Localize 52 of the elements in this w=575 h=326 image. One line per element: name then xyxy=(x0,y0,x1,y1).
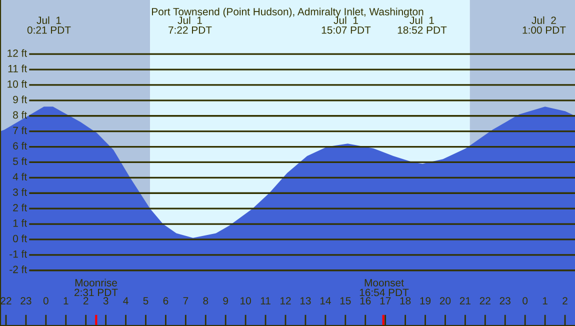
y-tick-label: 1 ft xyxy=(13,219,28,227)
annotation: Jul 2 1:00 PDT xyxy=(522,16,566,34)
x-tick-label: 17 xyxy=(380,297,391,304)
annotation: Jul 1 15:07 PDT xyxy=(322,16,371,34)
y-tick-label: 6 ft xyxy=(13,142,28,150)
x-tick-label: 8 xyxy=(203,297,208,304)
annotation: Moonrise 2:31 PDT xyxy=(74,278,118,296)
x-tick-label: 5 xyxy=(143,297,148,304)
x-tick-label: 13 xyxy=(300,297,311,304)
x-tick-label: 2 xyxy=(83,297,88,304)
y-tick-label: -1 ft xyxy=(10,250,28,258)
y-tick-label: 7 ft xyxy=(13,126,28,134)
y-tick-label: 3 ft xyxy=(13,188,28,196)
text: Port Townsend (Point Hudson), Admiralty Inlet, Washington xyxy=(152,8,424,18)
x-tick-label: 22 xyxy=(0,297,12,304)
x-tick-label: 9 xyxy=(223,297,228,304)
y-tick-label: 9 ft xyxy=(13,96,28,104)
x-tick-label: 20 xyxy=(440,297,451,304)
x-tick-label: 0 xyxy=(43,297,48,304)
y-tick-label: 12 ft xyxy=(8,49,28,57)
x-tick-label: 12 xyxy=(280,297,291,304)
x-tick-label: 21 xyxy=(460,297,470,304)
y-tick-label: 8 ft xyxy=(13,111,28,119)
annotation: Moonset 16:54 PDT xyxy=(360,279,409,296)
x-tick-label: 3 xyxy=(103,297,108,304)
x-tick-label: 0 xyxy=(522,297,528,304)
x-tick-label: 23 xyxy=(20,297,32,304)
x-tick-label: 16 xyxy=(360,297,371,304)
y-tick-label: 5 ft xyxy=(13,157,28,166)
x-tick-label: 14 xyxy=(320,297,331,304)
x-tick-label: 1 xyxy=(542,297,548,304)
y-tick-label: 4 ft xyxy=(12,172,28,180)
x-tick-label: 1 xyxy=(64,297,68,304)
x-tick-label: 22 xyxy=(480,297,490,304)
y-tick-label: 0 ft xyxy=(13,234,28,242)
x-tick-label: 10 xyxy=(240,297,251,304)
annotation: Jul 1 18:52 PDT xyxy=(398,16,447,34)
x-tick-label: 2 xyxy=(562,297,568,304)
x-tick-label: 11 xyxy=(260,297,270,304)
x-tick-label: 23 xyxy=(500,297,510,304)
y-tick-label: -2 ft xyxy=(10,266,28,274)
x-tick-label: 4 xyxy=(123,297,128,304)
annotation: Jul 1 0:21 PDT xyxy=(27,16,71,34)
x-tick-label: 6 xyxy=(163,297,168,304)
y-tick-label: 11 ft xyxy=(8,64,28,72)
x-tick-label: 18 xyxy=(400,297,411,304)
x-tick-label: 19 xyxy=(420,297,431,304)
x-tick-label: 7 xyxy=(183,297,188,304)
y-tick-label: 10 ft xyxy=(8,80,28,88)
annotation: Jul 1 7:22 PDT xyxy=(168,16,212,34)
y-tick-label: 2 ft xyxy=(13,204,28,212)
x-tick-label: 15 xyxy=(340,297,351,304)
